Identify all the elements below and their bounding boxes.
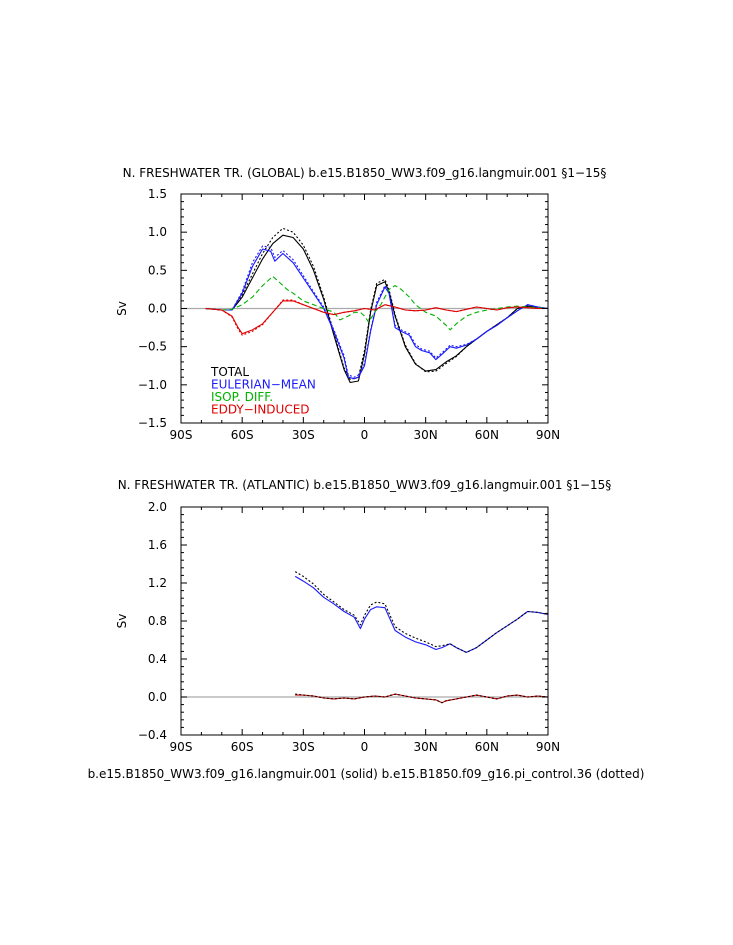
x-tick-label: 60S: [231, 740, 254, 754]
plot-frame: [180, 506, 549, 736]
legend-entry: ISOP. DIFF.: [211, 390, 273, 404]
y-tick-label: 1.2: [148, 576, 167, 590]
series-line-1-3: [295, 693, 548, 704]
series-line-1-2: [295, 693, 548, 704]
y-tick-label: −0.4: [138, 728, 167, 742]
x-tick-label: 60N: [475, 740, 499, 754]
y-tick-label: 0.0: [148, 302, 167, 316]
x-tick-label: 90S: [170, 428, 193, 442]
footer-caption: b.e15.B1850_WW3.f09_g16.langmuir.001 (so…: [88, 767, 645, 781]
series-line-1-1: [294, 571, 548, 653]
series-line-0-1: [205, 227, 548, 381]
x-tick-label: 60S: [231, 428, 254, 442]
x-tick-label: 30S: [292, 740, 315, 754]
y-tick-label: 1.5: [148, 187, 167, 201]
legend-entry: TOTAL: [210, 365, 249, 379]
x-tick-label: 0: [361, 740, 369, 754]
series-line-0-6: [205, 299, 548, 336]
y-tick-label: 2.0: [148, 500, 167, 514]
y-tick-label: −1.5: [138, 416, 167, 430]
y-tick-label: 0.0: [148, 690, 167, 704]
x-tick-label: 90N: [536, 740, 560, 754]
y-tick-label: 0.5: [148, 263, 167, 277]
series-group: [294, 571, 548, 704]
y-axis-label: Sv: [115, 301, 129, 316]
series-group: [205, 227, 548, 384]
x-tick-label: 90N: [536, 428, 560, 442]
x-tick-label: 30N: [414, 428, 438, 442]
global-panel: N. FRESHWATER TR. (GLOBAL) b.e15.B1850_W…: [115, 166, 606, 442]
y-tick-label: 0.8: [148, 614, 167, 628]
x-tick-label: 0: [361, 428, 369, 442]
atlantic-panel: N. FRESHWATER TR. (ATLANTIC) b.e15.B1850…: [115, 478, 611, 754]
y-tick-label: −1.0: [138, 378, 167, 392]
y-tick-label: −0.5: [138, 340, 167, 354]
x-tick-label: 30N: [414, 740, 438, 754]
y-tick-label: 1.6: [148, 538, 167, 552]
x-tick-label: 30S: [292, 428, 315, 442]
x-tick-label: 90S: [170, 740, 193, 754]
series-line-1-0: [294, 575, 548, 653]
legend-entry: EDDY−INDUCED: [211, 403, 310, 417]
series-line-0-4: [205, 275, 548, 331]
series-line-0-3: [205, 245, 548, 378]
y-tick-label: 0.4: [148, 652, 167, 666]
chart-title: N. FRESHWATER TR. (GLOBAL) b.e15.B1850_W…: [123, 166, 607, 180]
y-axis-label: Sv: [115, 614, 129, 629]
legend-entry: EULERIAN−MEAN: [211, 378, 316, 392]
x-tick-label: 60N: [475, 428, 499, 442]
y-tick-label: 1.0: [148, 225, 167, 239]
series-line-0-5: [205, 300, 548, 335]
chart-title: N. FRESHWATER TR. (ATLANTIC) b.e15.B1850…: [118, 478, 612, 492]
